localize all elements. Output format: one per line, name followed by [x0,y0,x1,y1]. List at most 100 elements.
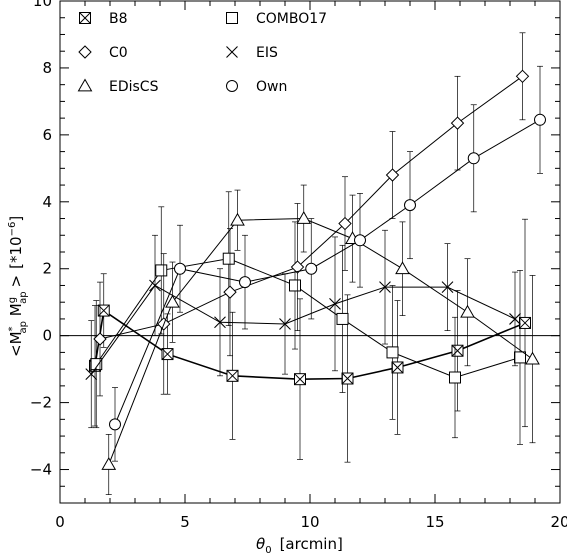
marker-square-shape [386,346,399,359]
series-own-errorbars [112,65,543,462]
x-tick-label: 10 [300,513,319,531]
data-point [289,279,301,292]
series-line-c0 [99,75,523,340]
data-point [230,212,245,226]
series-combo17-points [90,252,526,384]
marker-circle-shape [354,234,366,247]
data-point [391,361,404,374]
data-point [354,234,366,247]
x-axis-unit: [arcmin] [280,535,343,553]
marker-triangle-shape [296,211,312,224]
marker-x-b [85,368,98,381]
data-point [467,152,480,165]
data-point [449,371,461,384]
series-own [109,65,546,462]
data-point [223,285,237,299]
data-point [404,199,416,212]
marker-square-shape [226,12,238,24]
series-c0 [93,32,530,397]
y-label-unit: [*10 [7,236,25,268]
y-label-sub2: ap [18,291,29,303]
marker-x-b [149,279,161,292]
plot-frame [59,0,561,504]
marker-triangle-shape [230,212,245,226]
legend-label: COMBO17 [256,11,327,27]
marker-square-shape [155,264,168,277]
marker-diamond-shape [290,260,305,274]
data-point [226,369,239,382]
marker-cross-b [294,373,306,386]
series-c0-points [93,69,530,346]
y-tick-label: 10 [33,0,52,10]
y-label-unit-exp: −6 [7,222,18,237]
x-axis-label: θ0 [arcmin] [256,535,343,556]
legend: B8 C0 EDisCS COMBO17 EIS Own [77,11,327,95]
legend-label: C0 [109,45,128,61]
data-point [290,260,305,274]
marker-square-shape [514,351,526,364]
marker-square-shape [222,252,235,265]
marker-x [226,46,238,58]
data-point [93,332,107,346]
data-point [386,346,399,359]
marker-cross-b [226,369,239,382]
y-tick-label: 6 [42,126,52,144]
marker-triangle-shape [525,351,540,365]
legend-label: B8 [109,11,128,27]
marker-circle-shape [534,113,546,126]
series-line-ediscs [108,218,533,465]
y-tick-label: 4 [42,193,52,211]
series-layer [85,32,546,495]
marker-triangle-shape [101,457,117,470]
y-tick-label: 2 [42,260,52,278]
axis-ticks [59,0,561,504]
data-point [460,304,475,318]
data-point [279,318,291,330]
series-eis-points [85,279,521,381]
marker-circle-shape [226,80,238,92]
data-point [239,276,251,289]
data-point [149,279,161,292]
marker-x-b [279,318,291,330]
marker-diamond [78,45,92,59]
marker-x-b [329,297,341,310]
marker-diamond-shape [385,168,400,182]
marker-cross-b [391,361,404,374]
y-label-close: > [7,275,25,288]
data-point [509,313,521,325]
marker-x-b [214,316,226,329]
marker-triangle-shape [395,261,410,275]
series-combo17 [90,191,526,445]
data-point [451,344,464,357]
marker-boxed-x [79,12,91,24]
data-point [385,168,400,182]
data-point [515,69,530,84]
series-line-own [114,119,541,425]
marker-circle-shape [305,262,318,275]
series-b8 [89,218,531,463]
x-tick-label: 0 [55,513,65,531]
y-label-sup2: g [7,297,18,303]
data-point [155,264,168,277]
marker-cross-b [451,344,464,357]
marker-square-shape [449,371,461,384]
x-tick-label: 20 [550,513,567,531]
x-tick-labels: 0 5 10 15 20 [55,513,567,531]
marker-x-b [509,313,521,325]
legend-item: C0 [78,45,128,61]
y-tick-label: −4 [30,461,52,479]
marker-diamond-shape [515,69,530,84]
marker-cross-b [341,372,354,385]
y-label-open: <M [7,331,25,357]
y-tick-label: 8 [42,59,52,77]
series-eis [85,229,521,429]
y-axis-label: <M*ap Mgap>[*10−6] [7,216,29,357]
marker-circle-shape [467,152,480,165]
marker-triangle-shape [77,78,93,92]
marker-diamond-shape [338,216,352,231]
data-point [525,351,540,365]
x-tick-label: 15 [425,513,444,531]
x-tick-label: 5 [180,513,190,531]
data-point [85,368,98,381]
data-point [336,312,349,325]
